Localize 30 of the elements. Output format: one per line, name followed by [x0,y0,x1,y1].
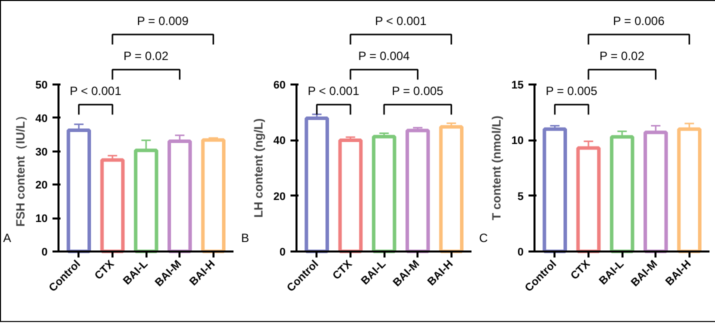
y-tick-label: 30 [35,146,48,158]
y-tick-label: 40 [273,135,286,148]
text: B [241,230,250,245]
y-axis-title: FSH content（IU/L） [13,109,28,227]
y-tick-label: 5 [518,190,524,203]
y-tick-label: 0 [42,246,48,258]
y-tick-label: 60 [273,80,286,92]
y-tick-label: 20 [273,190,286,203]
annotation: P = 0.005 [392,84,444,98]
annotation: P < 0.001 [308,84,360,98]
y-tick-label: 15 [511,80,524,92]
y-axis-title: LH content (ng/L) [251,118,266,218]
annotation: P < 0.001 [70,84,122,98]
text: P = 0.02 [600,48,645,63]
text: P = 0.02 [124,48,169,63]
y-tick-label: 10 [35,213,48,226]
y-tick-label: 10 [511,135,524,148]
y-tick-label: 0 [518,246,524,258]
y-tick-label: 50 [35,80,48,92]
text: A [3,230,12,245]
y-tick-label: 20 [35,180,48,192]
text: P = 0.009 [137,14,189,28]
text: P < 0.001 [375,14,427,28]
y-axis-title: T content (nmol/L) [489,116,504,220]
text: P = 0.004 [358,48,410,63]
text: P = 0.006 [613,14,665,28]
y-tick-label: 0 [280,246,286,258]
text: C [479,230,488,245]
y-tick-label: 40 [35,112,48,125]
annotation: P = 0.005 [546,84,598,98]
